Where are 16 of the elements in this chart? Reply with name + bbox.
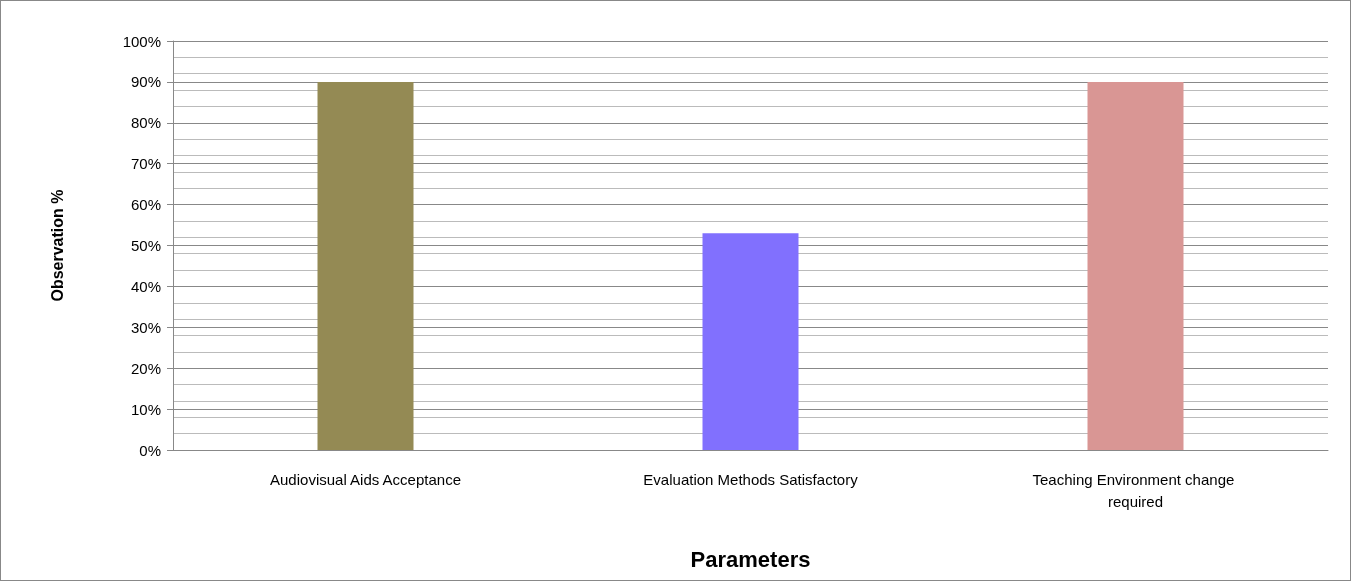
x-tick-label: Audiovisual Aids Acceptance (270, 470, 461, 488)
x-tick-label: Teaching Environment change required (1032, 470, 1239, 510)
y-tick-label: 0% (139, 441, 161, 459)
y-tick-label: 10% (130, 400, 161, 418)
y-tick-label: 20% (130, 359, 161, 377)
y-tick-label: 60% (130, 196, 161, 214)
y-tick-label: 80% (130, 114, 161, 132)
y-axis-title: Observation % (48, 189, 66, 302)
y-tick-label: 40% (130, 277, 161, 295)
y-tick-label: 50% (130, 237, 161, 254)
y-tick-label: 90% (130, 73, 161, 91)
y-tick-label: 100% (122, 32, 161, 50)
x-tick-label: Evaluation Methods Satisfactory (643, 470, 859, 488)
y-tick-label: 30% (130, 318, 161, 336)
x-axis-title: Parameters (690, 546, 811, 572)
y-tick-label: 70% (130, 155, 161, 173)
